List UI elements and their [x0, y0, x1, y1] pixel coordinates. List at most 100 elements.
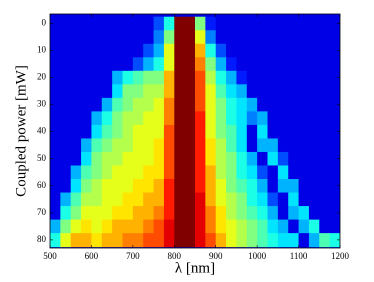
- heatmap-cell: [288, 30, 300, 45]
- heatmap-cell: [143, 57, 155, 72]
- heatmap-cell: [101, 151, 113, 166]
- heatmap-cell: [267, 97, 279, 112]
- heatmap-cell: [163, 57, 175, 72]
- heatmap-cell: [246, 179, 258, 194]
- heatmap-cell: [319, 57, 331, 72]
- heatmap-cell: [50, 30, 61, 45]
- heatmap-cell: [122, 165, 134, 180]
- heatmap-cell: [298, 192, 310, 207]
- heatmap-cell: [174, 97, 186, 112]
- heatmap-cell: [319, 84, 331, 99]
- heatmap-cell: [288, 233, 300, 248]
- heatmap-cell: [184, 151, 196, 166]
- heatmap-cell: [329, 124, 340, 139]
- heatmap-cell: [195, 43, 206, 58]
- heatmap-cell: [91, 206, 103, 221]
- heatmap-cell: [60, 84, 72, 99]
- heatmap-cell: [50, 97, 61, 112]
- heatmap-cell: [236, 111, 248, 126]
- heatmap-cell: [112, 206, 123, 221]
- heatmap-cell: [50, 138, 61, 153]
- heatmap-cell: [143, 138, 155, 153]
- heatmap-cell: [81, 111, 92, 126]
- heatmap-cell: [246, 57, 258, 72]
- heatmap-cell: [70, 124, 82, 139]
- heatmap-cell: [277, 219, 289, 234]
- heatmap-cell: [288, 57, 300, 72]
- heatmap-cell: [101, 179, 113, 194]
- heatmap-cell: [319, 206, 331, 221]
- heatmap-cell: [288, 206, 300, 221]
- heatmap-cell: [132, 30, 144, 45]
- heatmap-cell: [101, 192, 113, 207]
- heatmap-cell: [205, 192, 217, 207]
- heatmap-cell: [91, 43, 103, 58]
- heatmap-cell: [267, 43, 279, 58]
- heatmap-cell: [132, 138, 144, 153]
- heatmap-cell: [246, 219, 258, 234]
- heatmap-cell: [122, 84, 134, 99]
- heatmap-cell: [81, 165, 92, 180]
- heatmap-cell: [81, 57, 92, 72]
- heatmap-cell: [70, 97, 82, 112]
- y-tick-label: 30: [37, 99, 47, 109]
- heatmap-cell: [257, 111, 268, 126]
- heatmap-cell: [153, 70, 165, 85]
- heatmap-cell: [319, 138, 331, 153]
- heatmap-cell: [163, 192, 175, 207]
- heatmap-cell: [143, 16, 155, 31]
- heatmap-cell: [163, 111, 175, 126]
- y-tick-label: 50: [37, 153, 47, 163]
- heatmap-cell: [184, 97, 196, 112]
- heatmap-cell: [298, 84, 310, 99]
- heatmap-cell: [226, 97, 237, 112]
- heatmap-cell: [101, 57, 113, 72]
- heatmap-cell: [329, 179, 340, 194]
- heatmap-cell: [226, 57, 237, 72]
- heatmap-cell: [50, 151, 61, 166]
- heatmap-cell: [143, 124, 155, 139]
- heatmap-cell: [70, 219, 82, 234]
- heatmap-cell: [195, 165, 206, 180]
- heatmap-cell: [91, 138, 103, 153]
- heatmap-cell: [60, 111, 72, 126]
- y-tick-label: 70: [37, 207, 47, 217]
- heatmap-cell: [246, 16, 258, 31]
- heatmap-cell: [101, 97, 113, 112]
- heatmap-cell: [195, 192, 206, 207]
- heatmap-cell: [122, 43, 134, 58]
- heatmap-cell: [195, 30, 206, 45]
- heatmap-cell: [70, 138, 82, 153]
- heatmap-cell: [329, 192, 340, 207]
- heatmap-cell: [288, 165, 300, 180]
- heatmap-cell: [50, 84, 61, 99]
- heatmap-cell: [319, 219, 331, 234]
- heatmap-cell: [112, 30, 123, 45]
- heatmap-cell: [257, 43, 268, 58]
- heatmap-cell: [132, 97, 144, 112]
- y-tick-label: 40: [37, 126, 47, 136]
- heatmap-cell: [81, 70, 92, 85]
- heatmap-cell: [195, 179, 206, 194]
- heatmap-cell: [81, 43, 92, 58]
- heatmap-cell: [91, 97, 103, 112]
- heatmap-cell: [226, 30, 237, 45]
- heatmap-cell: [174, 138, 186, 153]
- heatmap-cell: [153, 84, 165, 99]
- heatmap-cell: [70, 70, 82, 85]
- heatmap-cell: [236, 124, 248, 139]
- heatmap-cell: [257, 233, 268, 248]
- heatmap-cell: [101, 165, 113, 180]
- heatmap-cell: [267, 16, 279, 31]
- heatmap-cell: [143, 206, 155, 221]
- heatmap-cell: [236, 219, 248, 234]
- heatmap-cell: [277, 233, 289, 248]
- heatmap-cell: [226, 179, 237, 194]
- heatmap-cell: [163, 138, 175, 153]
- heatmap-cell: [143, 43, 155, 58]
- heatmap-cell: [308, 151, 320, 166]
- heatmap-cell: [70, 30, 82, 45]
- heatmap-cell: [277, 165, 289, 180]
- heatmap-cell: [132, 111, 144, 126]
- heatmap-cell: [112, 16, 123, 31]
